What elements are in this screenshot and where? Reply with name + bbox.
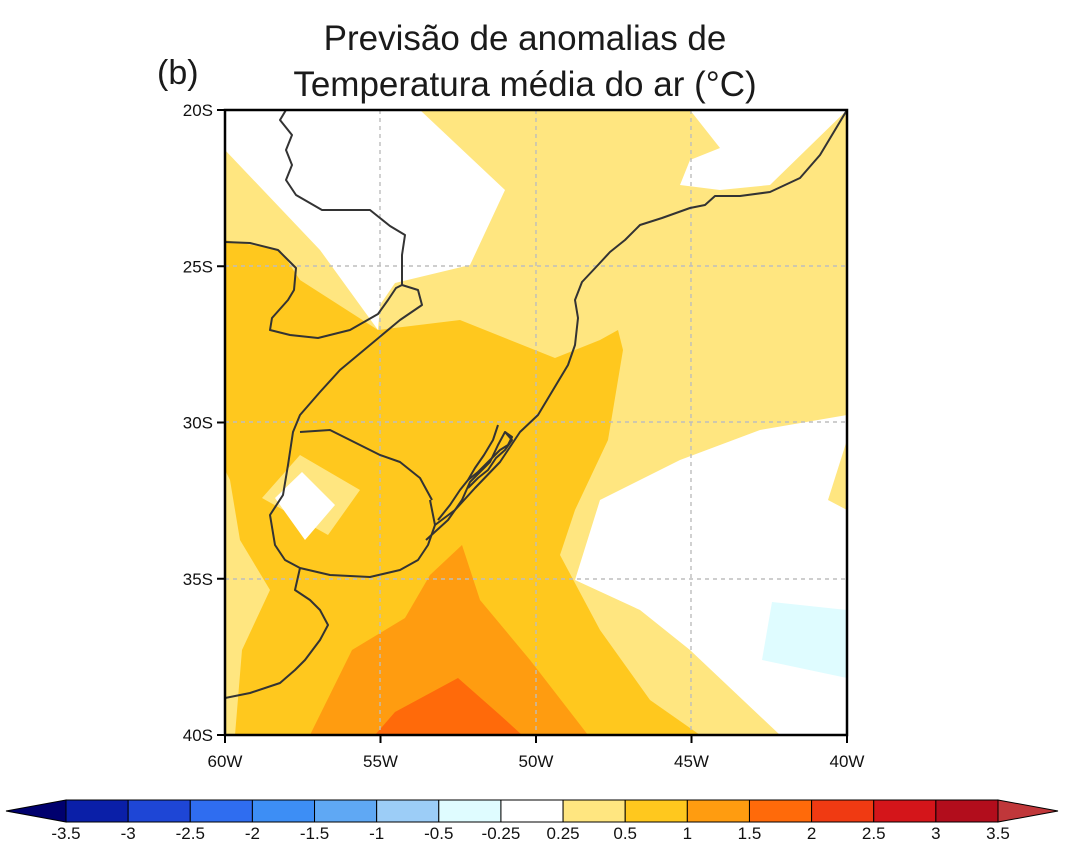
- colorbar-level-label: -2: [245, 824, 260, 842]
- x-tick-label: 60W: [208, 752, 243, 771]
- colorbar-level-label: 0.5: [613, 824, 637, 842]
- panel-label: (b): [157, 54, 199, 92]
- colorbar-level-label: 1: [683, 824, 692, 842]
- contour-band-1.5-2: [375, 678, 522, 735]
- colorbar-swatch: [65, 799, 129, 823]
- x-tick-label: 55W: [363, 752, 398, 771]
- colorbar-level-label: -1.5: [300, 824, 329, 842]
- colorbar-level-label: -3.5: [51, 824, 80, 842]
- x-tick-label: 50W: [519, 752, 554, 771]
- colorbar-level-label: -0.5: [424, 824, 453, 842]
- colorbar-high-triangle: [997, 799, 1059, 823]
- colorbar-level-label: 0.25: [547, 824, 580, 842]
- colorbar-level-label: 2: [807, 824, 816, 842]
- colorbar-swatch: [127, 799, 191, 823]
- colorbar-swatch: [376, 799, 440, 823]
- colorbar-swatch: [811, 799, 875, 823]
- colorbar-level-label: 3.5: [986, 824, 1010, 842]
- colorbar-swatch: [189, 799, 253, 823]
- y-tick-label: 30S: [183, 414, 213, 433]
- colorbar-swatch: [686, 799, 750, 823]
- colorbar-swatch: [251, 799, 316, 823]
- y-tick-label: 20S: [183, 101, 213, 120]
- colorbar: -3.5 -3 -2.5 -2 -1.5 -1 -0.5 -0.25 0.25 0.5 1 1.5 2 2…: [5, 799, 1059, 842]
- lat-lon-gridlines: [225, 110, 847, 735]
- colorbar-swatch: [873, 799, 937, 823]
- contour-band-below-0.25: [680, 110, 847, 190]
- x-tick-label: 40W: [830, 752, 865, 771]
- coastline-and-borders: [225, 110, 847, 699]
- colorbar-level-label: -1: [369, 824, 384, 842]
- colorbar-level-label: 3: [931, 824, 940, 842]
- y-tick-label: 40S: [183, 726, 213, 745]
- contour-band-neg0.5-neg0.25: [762, 602, 847, 678]
- map-axis-ticks: 60W 55W 50W 45W 40W 20S 25S 30S 35S 40S: [183, 101, 865, 771]
- colorbar-swatch: [314, 799, 378, 823]
- x-tick-label: 45W: [674, 752, 709, 771]
- colorbar-level-label: -2.5: [176, 824, 205, 842]
- colorbar-level-label: 2.5: [862, 824, 886, 842]
- colorbar-level-label: 1.5: [738, 824, 762, 842]
- colorbar-low-triangle: [5, 799, 67, 823]
- colorbar-swatch: [935, 799, 999, 823]
- y-tick-label: 25S: [183, 257, 213, 276]
- figure-title-line1: Previsão de anomalias de: [324, 19, 727, 58]
- colorbar-swatch: [748, 799, 813, 823]
- colorbar-swatch: [562, 799, 626, 823]
- colorbar-level-label: -3: [121, 824, 136, 842]
- contour-band-0.25-0.5: [828, 440, 847, 510]
- colorbar-swatch: [438, 799, 502, 823]
- figure-title-line2: Temperatura média do ar (°C): [293, 65, 756, 104]
- contour-band-below-0.25: [225, 110, 505, 330]
- y-tick-label: 35S: [183, 570, 213, 589]
- contour-band-below-0.25: [275, 472, 335, 540]
- colorbar-swatch: [500, 799, 564, 823]
- colorbar-swatch: [624, 799, 688, 823]
- colorbar-level-label: -0.25: [482, 824, 521, 842]
